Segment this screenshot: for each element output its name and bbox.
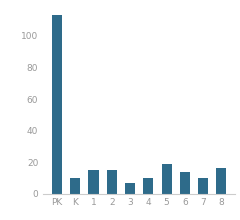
Bar: [107, 170, 117, 194]
Bar: [180, 172, 190, 194]
Bar: [52, 15, 62, 194]
Bar: [70, 178, 80, 194]
Bar: [89, 170, 99, 194]
Bar: [125, 183, 135, 194]
Bar: [198, 178, 208, 194]
Bar: [143, 178, 153, 194]
Bar: [162, 164, 172, 194]
Bar: [216, 168, 227, 194]
